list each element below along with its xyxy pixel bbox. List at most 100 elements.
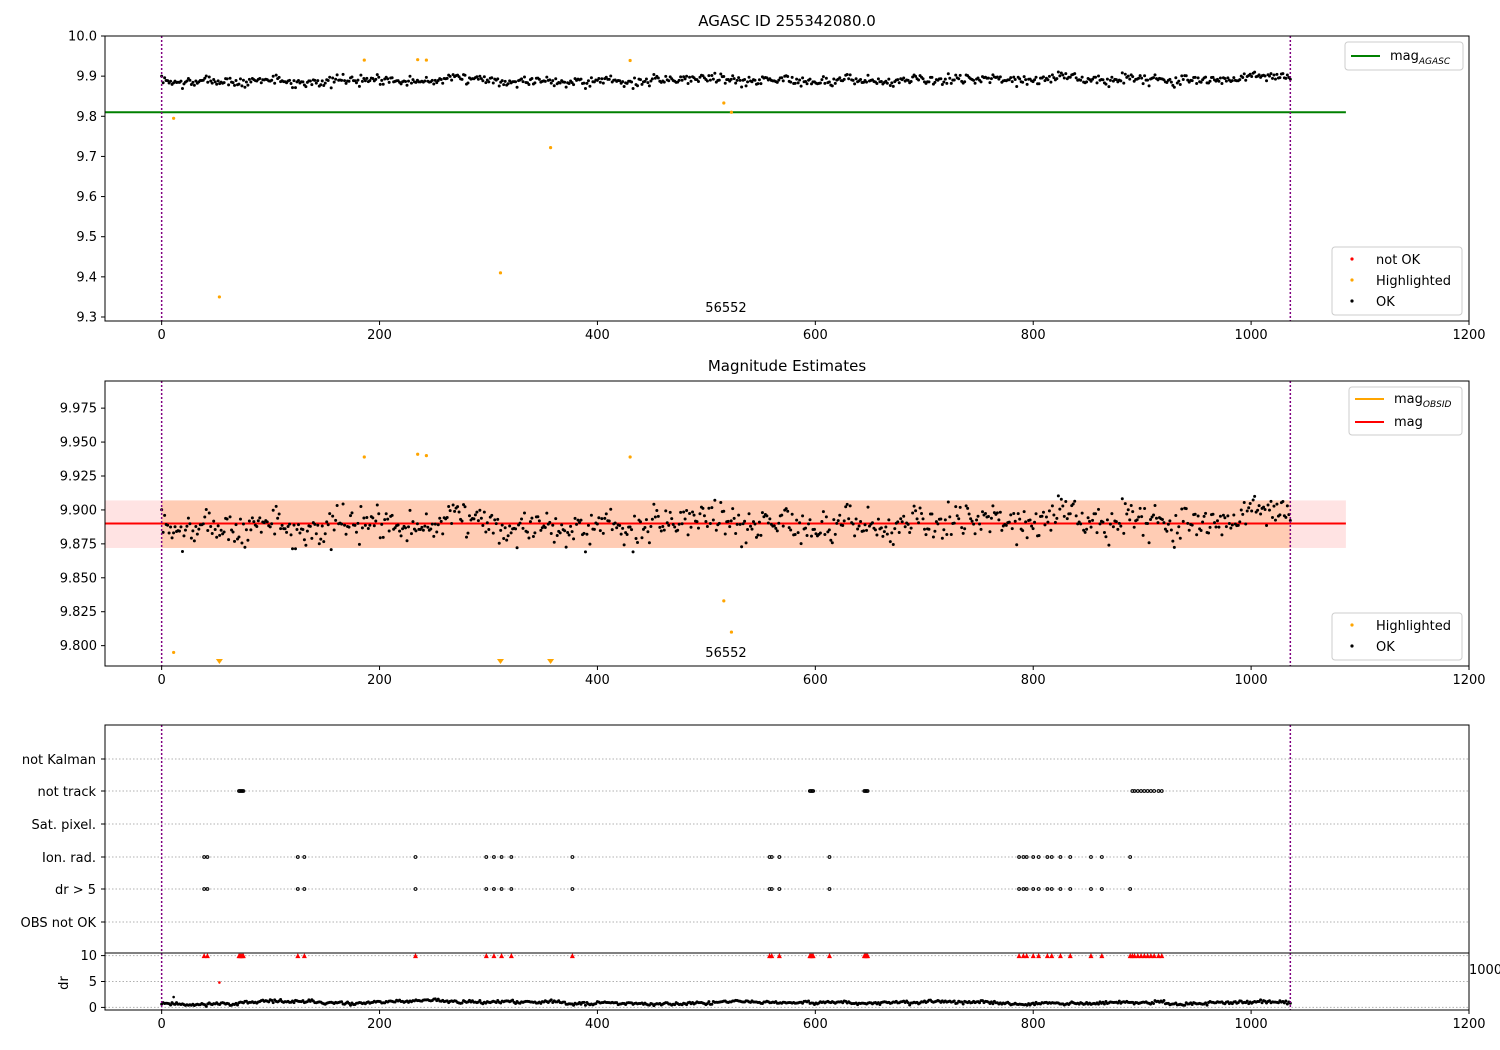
ok-point — [1238, 520, 1242, 524]
flag-point — [1036, 855, 1041, 859]
ok-point — [957, 517, 961, 521]
ok-point — [1049, 528, 1053, 532]
ok-point — [696, 526, 700, 530]
ok-point — [781, 79, 785, 83]
ok-point — [943, 518, 947, 522]
ok-point — [650, 517, 654, 521]
ok-point — [656, 514, 660, 518]
ok-point — [258, 76, 262, 80]
ok-point — [909, 526, 913, 530]
ok-point — [537, 77, 541, 81]
ok-point — [227, 538, 231, 542]
ok-point — [450, 522, 454, 526]
ok-point — [750, 527, 754, 531]
ok-point — [1079, 522, 1083, 526]
ok-point — [744, 84, 748, 88]
ok-point — [1284, 515, 1288, 519]
ok-point — [1226, 514, 1230, 518]
highlighted-point — [729, 630, 734, 634]
ok-point — [166, 79, 170, 83]
ok-point — [998, 510, 1002, 514]
ok-point — [213, 80, 217, 84]
magnitude-x-tick-label: 0 — [158, 673, 166, 688]
agasc-legend-lines[interactable]: magAGASC — [1344, 41, 1464, 71]
ok-point — [231, 81, 235, 85]
dr-clipped-marker — [1159, 953, 1165, 959]
ok-point — [708, 78, 712, 82]
ok-point — [1114, 520, 1118, 524]
magnitude-legend-markers[interactable]: Highlighted OK — [1331, 612, 1463, 661]
ok-point — [1034, 512, 1038, 516]
ok-point — [638, 520, 642, 524]
ok-point — [946, 500, 950, 504]
ok-point — [1140, 515, 1144, 519]
ok-point — [830, 84, 834, 88]
ok-point — [631, 87, 635, 91]
ok-point — [583, 550, 587, 554]
dr-clipped-marker — [1151, 953, 1157, 959]
ok-point — [915, 517, 919, 521]
dr-point — [961, 1002, 965, 1006]
ok-point — [1119, 79, 1123, 83]
ok-point — [1242, 500, 1246, 504]
ok-point — [823, 532, 827, 536]
ok-point — [851, 78, 855, 82]
ok-point — [1025, 82, 1029, 86]
dr-clipped-marker — [295, 953, 301, 959]
ok-point — [786, 75, 790, 79]
dr-clipped-marker — [1148, 953, 1154, 959]
ok-point — [414, 80, 418, 84]
ok-point — [497, 541, 501, 545]
ok-point — [775, 529, 779, 533]
ok-point — [238, 517, 242, 521]
agasc-legend-markers[interactable]: not OK Highlighted OK — [1331, 246, 1463, 316]
ok-point — [1135, 518, 1139, 522]
ok-point — [189, 536, 193, 540]
ok-point — [1064, 72, 1068, 76]
flag-point — [827, 887, 832, 891]
ok-point — [219, 528, 223, 532]
flag-point — [1058, 887, 1063, 891]
dr-clipped-marker — [1016, 953, 1022, 959]
ok-point — [390, 76, 394, 80]
ok-point — [169, 79, 173, 83]
ok-point — [798, 521, 802, 525]
ok-point — [680, 522, 684, 526]
ok-point — [862, 529, 866, 533]
ok-point — [451, 503, 455, 507]
ok-point — [558, 531, 562, 535]
ok-point — [682, 75, 686, 79]
ok-point — [430, 522, 434, 526]
ok-point — [875, 82, 879, 86]
ok-point — [1096, 74, 1100, 78]
highlighted-point — [416, 58, 420, 62]
flag-point — [767, 887, 772, 891]
ok-point — [976, 514, 980, 518]
ok-point — [277, 512, 281, 516]
ok-point — [360, 526, 364, 530]
ok-point — [793, 532, 797, 536]
flag-point — [1045, 887, 1050, 891]
ok-point — [688, 511, 692, 515]
ok-point — [225, 517, 229, 521]
ok-point — [640, 82, 644, 86]
ok-point — [1232, 513, 1236, 517]
ok-point — [548, 520, 552, 524]
ok-point — [830, 541, 834, 545]
ok-point — [1266, 503, 1270, 507]
ok-point — [1181, 78, 1185, 82]
ok-point — [573, 516, 577, 520]
ok-point — [665, 521, 669, 525]
ok-point — [670, 517, 674, 521]
ok-point — [588, 84, 592, 88]
ok-point — [1046, 520, 1050, 524]
ok-point — [466, 531, 470, 535]
ok-point — [411, 520, 415, 524]
ok-point — [790, 75, 794, 79]
ok-point — [161, 81, 165, 85]
ok-point — [335, 73, 339, 77]
ok-point — [289, 533, 293, 537]
ok-point — [1050, 73, 1054, 77]
ok-point — [189, 82, 193, 86]
